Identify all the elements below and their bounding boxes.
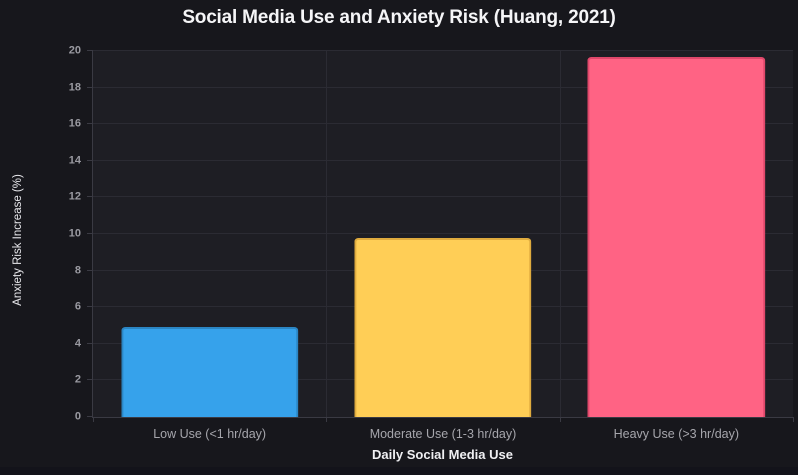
- y-gridline: [93, 159, 793, 161]
- x-tick-label: Low Use (<1 hr/day): [153, 427, 267, 441]
- bar-2: [354, 237, 532, 417]
- y-gridline: [93, 50, 793, 51]
- x-tick-mark: [793, 417, 794, 422]
- y-tick-mark: [87, 379, 93, 381]
- y-tick-mark: [87, 123, 93, 125]
- x-tick-mark: [559, 417, 561, 422]
- x-tick-label: Heavy Use (>3 hr/day): [613, 427, 740, 441]
- y-tick-label: 20: [68, 44, 81, 57]
- bar-slot: [326, 51, 559, 417]
- plot-area: 0 2 4 6 8 10 12 14 16 18 20 Low Use (<1 hr/day) Mode…: [69, 45, 794, 441]
- y-tick-label: 12: [68, 190, 81, 203]
- y-tick-mark: [87, 159, 93, 161]
- x-axis-title: Daily Social Media Use: [372, 447, 513, 462]
- x-tick-label: Moderate Use (1-3 hr/day): [369, 427, 517, 441]
- x-gridline: [559, 51, 561, 417]
- y-tick-mark: [87, 306, 93, 308]
- y-tick-mark: [87, 416, 93, 417]
- y-tick-label: 16: [68, 117, 81, 130]
- y-gridline: [93, 233, 793, 234]
- y-tick-mark: [87, 269, 93, 271]
- y-tick-mark: [87, 342, 93, 344]
- y-tick-label: 8: [74, 264, 81, 277]
- chart-title: Social Media Use and Anxiety Risk (Huang…: [182, 7, 616, 28]
- bar-slot: [93, 51, 326, 417]
- y-tick-label: 6: [74, 300, 81, 313]
- y-tick-label: 0: [74, 410, 81, 423]
- bottom-strip: [0, 467, 798, 475]
- y-gridline: [93, 86, 793, 88]
- y-tick-mark: [87, 196, 93, 198]
- y-gridline: [93, 123, 793, 125]
- bar-slot: [560, 51, 793, 417]
- bar-3: [587, 56, 765, 417]
- y-tick-mark: [87, 86, 93, 88]
- y-tick-label: 18: [68, 81, 81, 94]
- y-tick-label: 14: [68, 154, 81, 167]
- y-tick-mark: [87, 50, 93, 51]
- x-tick-mark: [93, 417, 94, 422]
- y-tick-label: 4: [74, 337, 81, 350]
- y-axis-title: Anxiety Risk Increase (%): [12, 174, 24, 306]
- x-tick-mark: [326, 417, 328, 422]
- bar-1: [120, 327, 299, 417]
- y-tick-label: 10: [68, 227, 81, 240]
- y-tick-label: 2: [74, 373, 81, 386]
- x-gridline: [326, 51, 328, 417]
- y-tick-mark: [87, 233, 93, 234]
- y-gridline: [93, 196, 793, 198]
